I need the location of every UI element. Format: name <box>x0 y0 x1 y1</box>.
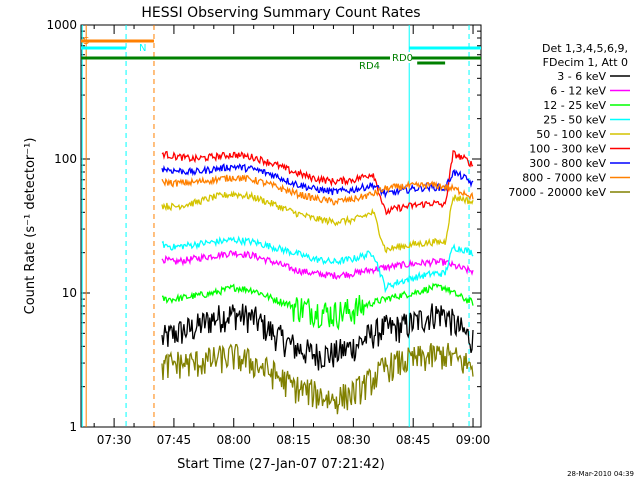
legend-entry-label: 50 - 100 keV <box>536 128 606 141</box>
series-line-3 <box>161 235 474 294</box>
series-line-4 <box>161 190 474 254</box>
y-tick-label: 10 <box>62 286 77 300</box>
y-tick-label: 100 <box>54 152 77 166</box>
legend-entry-label: 3 - 6 keV <box>557 70 606 83</box>
footer-date: 28-Mar-2010 04:39 <box>567 470 634 478</box>
y-axis-label: Count Rate (s⁻¹ detector⁻¹) <box>23 138 38 315</box>
legend-header-line-2: FDecim 1, Att 0 <box>543 56 628 69</box>
legend-entry-label: 7000 - 20000 keV <box>508 186 606 199</box>
series-line-8 <box>161 342 474 415</box>
plot-area: 1 10 100 1000 07:30 07:45 08:00 08:15 08:30 08:45… <box>46 18 490 447</box>
series-line-2 <box>162 282 474 331</box>
y-tick-label: 1 <box>69 420 77 434</box>
flag-label-rd4: RD4 <box>359 61 380 72</box>
legend-entry-label: 6 - 12 keV <box>550 85 606 98</box>
x-axis-label: Start Time (27-Jan-07 07:21:42) <box>177 457 385 472</box>
series-line-0 <box>161 303 474 371</box>
flag-label-rd0: RD0 <box>392 53 413 64</box>
legend-entry-label: 300 - 800 keV <box>529 157 606 170</box>
series-line-6 <box>161 163 474 199</box>
x-tick-label: 08:45 <box>396 433 431 447</box>
x-tick-label: 08:00 <box>216 433 251 447</box>
plot-frame <box>80 24 482 428</box>
legend: Det 1,3,4,5,6,9, FDecim 1, Att 0 3 - 6 k… <box>508 42 630 199</box>
legend-entry-label: 800 - 7000 keV <box>522 172 606 185</box>
flag-label-bg <box>390 52 412 63</box>
flag-label-n: N <box>139 43 146 54</box>
x-tick-label: 08:30 <box>336 433 371 447</box>
series-line-1 <box>161 249 474 280</box>
flag-label-s: S <box>83 36 89 47</box>
y-tick-label: 1000 <box>46 18 77 32</box>
x-tick-label: 08:15 <box>276 433 311 447</box>
chart-title: HESSI Observing Summary Count Rates <box>141 5 420 21</box>
legend-entry-label: 12 - 25 keV <box>543 99 606 112</box>
legend-entry-label: 25 - 50 keV <box>543 114 606 127</box>
x-tick-label: 07:45 <box>157 433 192 447</box>
legend-entry-label: 100 - 300 keV <box>529 143 606 156</box>
legend-header-line-1: Det 1,3,4,5,6,9, <box>542 42 628 55</box>
x-tick-label: 09:00 <box>456 433 491 447</box>
series-line-5 <box>161 150 474 216</box>
x-tick-label: 07:30 <box>97 433 132 447</box>
series-line-7 <box>161 174 474 206</box>
